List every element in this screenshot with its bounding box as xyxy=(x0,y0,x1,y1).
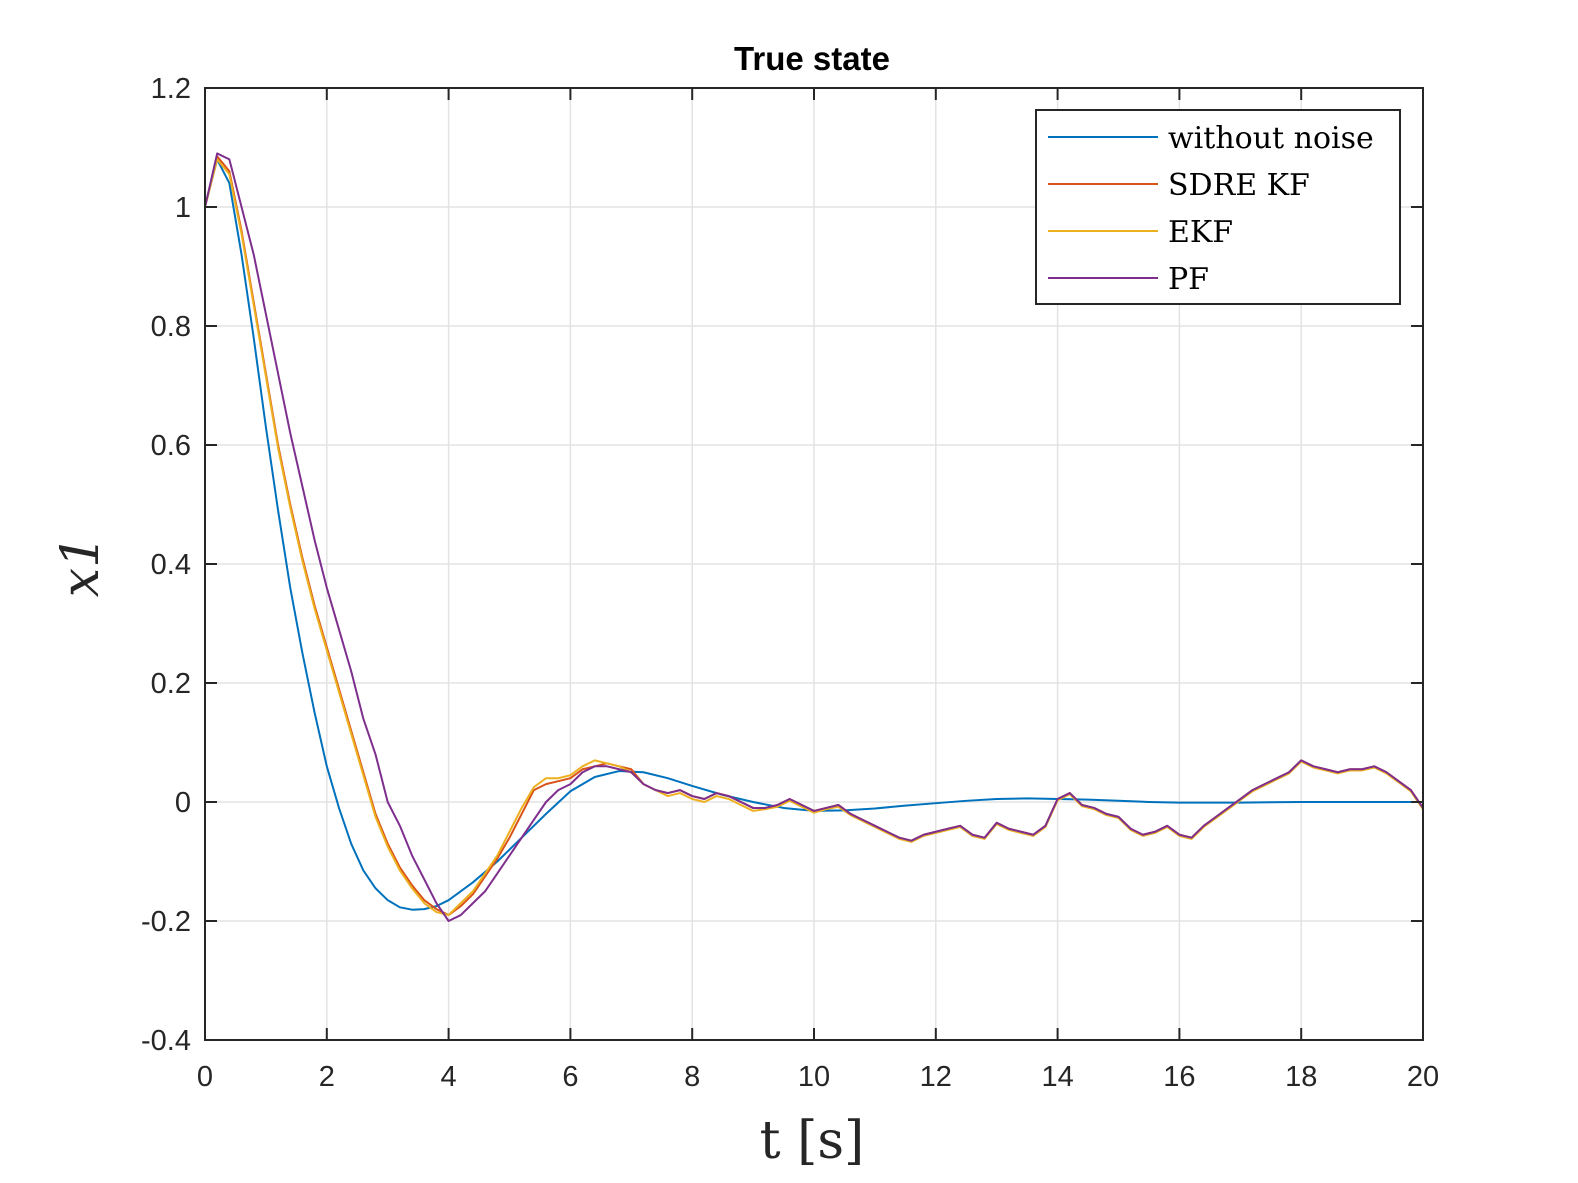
legend: without noise SDRE KF EKF PF xyxy=(1035,109,1401,305)
y-tick-label: 0 xyxy=(175,787,191,819)
y-tick-label: 0.2 xyxy=(151,668,191,700)
y-tick-label: 1 xyxy=(175,192,191,224)
y-tick-label: 0.8 xyxy=(151,311,191,343)
y-tick-labels: -0.4 -0.2 0 0.2 0.4 0.6 0.8 1 1.2 xyxy=(141,73,191,1057)
series-layer xyxy=(205,152,1423,922)
x-tick-label: 20 xyxy=(1407,1061,1439,1093)
x-tick-label: 8 xyxy=(684,1061,700,1093)
y-axis-label-group: x1 xyxy=(51,535,111,597)
legend-label: without noise xyxy=(1168,121,1374,156)
y-tick-label: 0.6 xyxy=(151,430,191,462)
x-tick-labels: 0 2 4 6 8 10 12 14 16 18 20 xyxy=(197,1061,1439,1093)
x-tick-label: 4 xyxy=(441,1061,457,1093)
legend-label: SDRE KF xyxy=(1168,168,1310,203)
y-tick-label: -0.2 xyxy=(141,906,191,938)
x-tick-label: 12 xyxy=(920,1061,952,1093)
x-tick-label: 0 xyxy=(197,1061,213,1093)
ticks xyxy=(204,87,1424,1041)
x-tick-label: 2 xyxy=(319,1061,335,1093)
x-tick-label: 18 xyxy=(1285,1061,1317,1093)
y-axis-label: x1 xyxy=(51,535,111,597)
y-tick-label: 0.4 xyxy=(151,549,191,581)
x-tick-label: 16 xyxy=(1163,1061,1195,1093)
x-tick-label: 14 xyxy=(1041,1061,1073,1093)
legend-label: EKF xyxy=(1168,215,1233,250)
x-tick-label: 6 xyxy=(562,1061,578,1093)
y-tick-label: 1.2 xyxy=(151,73,191,105)
x-axis-label: t [s] xyxy=(760,1111,865,1171)
legend-box xyxy=(1035,109,1401,305)
chart-title: True state xyxy=(734,40,890,77)
y-tick-label: -0.4 xyxy=(141,1025,191,1057)
legend-label: PF xyxy=(1168,262,1209,297)
series-line-without-noise xyxy=(205,158,1423,911)
series-line-pf xyxy=(205,152,1423,922)
x-tick-label: 10 xyxy=(798,1061,830,1093)
